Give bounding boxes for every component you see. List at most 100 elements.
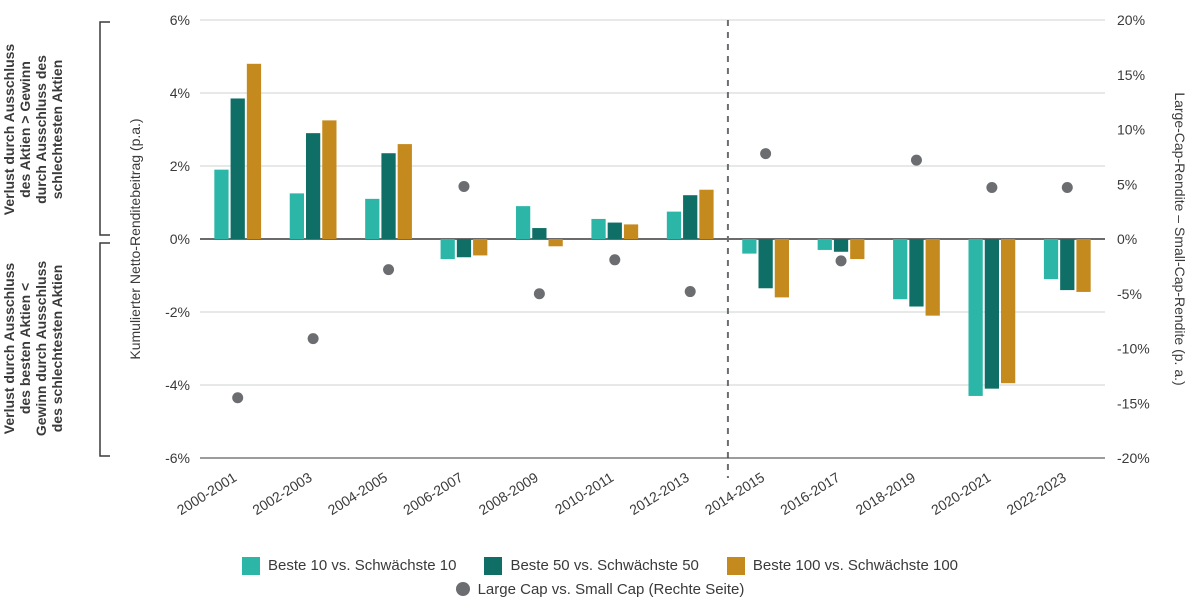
bar bbox=[926, 239, 940, 316]
right-axis-tick-label: 0% bbox=[1117, 231, 1137, 247]
x-axis-category-label: 2014-2015 bbox=[702, 469, 767, 518]
bar bbox=[290, 193, 304, 239]
svg-text:des besten Aktien <: des besten Aktien < bbox=[17, 283, 33, 414]
bar bbox=[667, 212, 681, 239]
right-axis-label: Large-Cap-Rendite – Small-Cap-Rendite (p… bbox=[1172, 92, 1188, 385]
bar bbox=[306, 133, 320, 239]
bar bbox=[457, 239, 471, 257]
bar bbox=[591, 219, 605, 239]
scatter-dot bbox=[232, 392, 243, 403]
bar bbox=[1044, 239, 1058, 279]
bar bbox=[758, 239, 772, 288]
svg-text:des Aktien > Gewinn: des Aktien > Gewinn bbox=[17, 61, 33, 198]
bar bbox=[985, 239, 999, 389]
bar bbox=[473, 239, 487, 255]
bar bbox=[893, 239, 907, 299]
bar bbox=[624, 224, 638, 239]
bar bbox=[818, 239, 832, 250]
bar bbox=[1001, 239, 1015, 383]
svg-text:durch Ausschluss des: durch Ausschluss des bbox=[33, 55, 49, 204]
scatter-dot bbox=[911, 155, 922, 166]
legend-item: Large Cap vs. Small Cap (Rechte Seite) bbox=[456, 581, 745, 598]
bar bbox=[247, 64, 261, 239]
x-axis-category-label: 2004-2005 bbox=[325, 469, 390, 518]
bar bbox=[549, 239, 563, 246]
scatter-dot bbox=[308, 333, 319, 344]
bar bbox=[850, 239, 864, 259]
svg-text:schlechtesten Aktien: schlechtesten Aktien bbox=[49, 60, 65, 200]
bar bbox=[381, 153, 395, 239]
legend-row-2: Large Cap vs. Small Cap (Rechte Seite) bbox=[456, 581, 745, 598]
bar bbox=[742, 239, 756, 254]
x-axis-category-label: 2012-2013 bbox=[627, 469, 692, 518]
left-axis-tick-label: 6% bbox=[170, 12, 190, 28]
scatter-dot bbox=[458, 181, 469, 192]
bar bbox=[398, 144, 412, 239]
chart-container: -6% -4% -2% 0% 2% 4% 6% -20% -15% -10% -5% 0% 5% 10% 1… bbox=[0, 0, 1200, 606]
x-axis-category-label: 2000-2001 bbox=[174, 469, 239, 518]
right-axis-tick-label: -10% bbox=[1117, 341, 1150, 357]
bar bbox=[834, 239, 848, 252]
left-axis-tick-label: 4% bbox=[170, 85, 190, 101]
legend-item: Beste 100 vs. Schwächste 100 bbox=[727, 557, 958, 575]
x-axis-category-label: 2016-2017 bbox=[777, 469, 842, 518]
left-axis-tick-label: 0% bbox=[170, 231, 190, 247]
legend: Beste 10 vs. Schwächste 10 Beste 50 vs. S… bbox=[0, 548, 1200, 606]
left-axis-tick-label: -4% bbox=[165, 377, 190, 393]
bar bbox=[322, 120, 336, 239]
bar bbox=[214, 170, 228, 239]
legend-label: Beste 50 vs. Schwächste 50 bbox=[510, 557, 698, 574]
x-axis-category-label: 2022-2023 bbox=[1004, 469, 1069, 518]
right-axis-tick-label: 15% bbox=[1117, 67, 1145, 83]
legend-item: Beste 50 vs. Schwächste 50 bbox=[484, 557, 698, 575]
left-axis-tick-label: -6% bbox=[165, 450, 190, 466]
bar bbox=[968, 239, 982, 396]
x-axis-category-label: 2018-2019 bbox=[853, 469, 918, 518]
bar bbox=[1076, 239, 1090, 292]
bar bbox=[365, 199, 379, 239]
legend-row-1: Beste 10 vs. Schwächste 10 Beste 50 vs. S… bbox=[242, 557, 958, 575]
bar bbox=[516, 206, 530, 239]
right-axis-tick-label: -15% bbox=[1117, 395, 1150, 411]
scatter-dot bbox=[986, 182, 997, 193]
bar bbox=[441, 239, 455, 259]
right-axis-tick-label: -20% bbox=[1117, 450, 1150, 466]
scatter-dot bbox=[534, 288, 545, 299]
scatter-dot bbox=[760, 148, 771, 159]
bar bbox=[909, 239, 923, 307]
bar bbox=[699, 190, 713, 239]
bar bbox=[1060, 239, 1074, 290]
scatter-dot bbox=[1062, 182, 1073, 193]
scatter-dot bbox=[383, 264, 394, 275]
bar bbox=[532, 228, 546, 239]
legend-label: Large Cap vs. Small Cap (Rechte Seite) bbox=[478, 581, 745, 598]
legend-swatch-icon bbox=[242, 557, 260, 575]
x-axis-category-label: 2020-2021 bbox=[928, 469, 993, 518]
x-axis-category-label: 2010-2011 bbox=[552, 469, 617, 518]
scatter-dot bbox=[836, 255, 847, 266]
bar bbox=[231, 98, 245, 239]
legend-label: Beste 100 vs. Schwächste 100 bbox=[753, 557, 958, 574]
scatter-dot bbox=[609, 254, 620, 265]
svg-text:des schlechtesten Aktien: des schlechtesten Aktien bbox=[49, 265, 65, 433]
bar bbox=[683, 195, 697, 239]
svg-text:Verlust durch Ausschluss: Verlust durch Ausschluss bbox=[1, 44, 17, 216]
bar bbox=[608, 223, 622, 239]
left-axis-label: Kumulierter Netto-Renditebeitrag (p.a.) bbox=[127, 118, 143, 359]
scatter-dot bbox=[685, 286, 696, 297]
svg-text:Verlust durch Ausschluss: Verlust durch Ausschluss bbox=[1, 263, 17, 435]
right-axis-tick-label: -5% bbox=[1117, 286, 1142, 302]
svg-text:Gewinn durch Ausschluss: Gewinn durch Ausschluss bbox=[33, 261, 49, 437]
legend-swatch-icon bbox=[727, 557, 745, 575]
right-axis-tick-label: 5% bbox=[1117, 176, 1137, 192]
left-axis-tick-label: 2% bbox=[170, 158, 190, 174]
x-axis-category-label: 2006-2007 bbox=[400, 469, 465, 518]
bar bbox=[775, 239, 789, 297]
left-axis-tick-label: -2% bbox=[165, 304, 190, 320]
legend-swatch-icon bbox=[484, 557, 502, 575]
chart-svg: -6% -4% -2% 0% 2% 4% 6% -20% -15% -10% -5% 0% 5% 10% 1… bbox=[0, 0, 1200, 606]
legend-item: Beste 10 vs. Schwächste 10 bbox=[242, 557, 456, 575]
right-axis-tick-label: 20% bbox=[1117, 12, 1145, 28]
right-axis-tick-label: 10% bbox=[1117, 122, 1145, 138]
x-axis-category-label: 2008-2009 bbox=[476, 469, 541, 518]
